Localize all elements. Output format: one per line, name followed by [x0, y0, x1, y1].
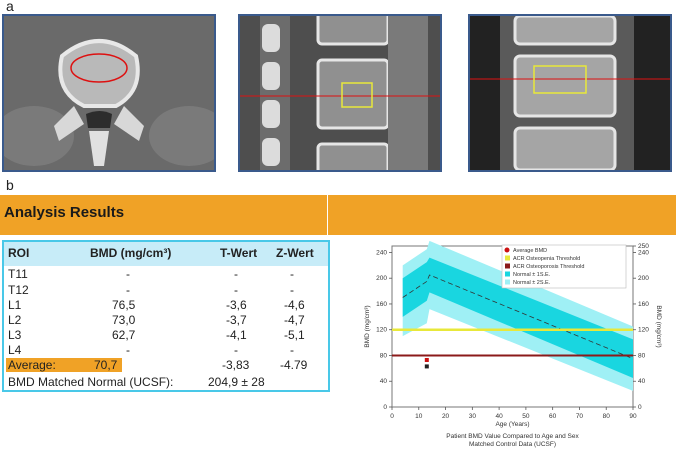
legend-swatch [504, 247, 510, 253]
average-label: Average: [8, 358, 56, 372]
table-row: L4 - - - [4, 343, 328, 358]
x-axis-label: Age (Years) [495, 421, 529, 428]
row-t: -3,7 [226, 313, 247, 327]
y-tick-label-right: 120 [638, 327, 649, 334]
matched-normal-value: 204,9 ± 28 [208, 375, 265, 389]
table-row: L2 73,0 -3,7 -4,7 [4, 313, 328, 328]
legend-label: ACR Osteopenia Threshold [513, 256, 580, 262]
patient-bmd-point [424, 357, 429, 362]
x-tick-label: 70 [576, 413, 584, 420]
header-roi: ROI [8, 246, 30, 260]
row-z: - [290, 343, 294, 357]
legend-swatch [505, 263, 510, 269]
row-roi: T12 [8, 283, 29, 297]
row-bmd: 73,0 [112, 313, 136, 327]
matched-normal-label: BMD Matched Normal (UCSF): [8, 375, 174, 389]
row-t: - [234, 267, 238, 281]
row-z: - [290, 283, 294, 297]
patient-bmd-point [424, 364, 429, 369]
bmd-age-chart: 0 10 20 30 40 50 60 70 80 90 0 40 80 120 160 200 240 0 40 8… [357, 237, 667, 449]
row-t: -3,6 [226, 298, 247, 312]
y-tick-label-right: 0 [638, 404, 642, 411]
average-z: -4.79 [280, 358, 308, 372]
average-bmd: 70,7 [94, 358, 118, 372]
x-tick-label: 90 [629, 413, 637, 420]
header-bmd: BMD (mg/cm³) [90, 246, 172, 260]
legend-swatch [505, 271, 510, 277]
row-z: - [290, 267, 294, 281]
y-tick-label: 120 [376, 327, 387, 334]
x-tick-label: 10 [415, 413, 423, 420]
legend-swatch [505, 279, 510, 285]
y-tick-label: 40 [380, 378, 388, 385]
panel-label-b: b [6, 177, 14, 193]
x-tick-label: 30 [469, 413, 477, 420]
row-bmd: - [126, 343, 130, 357]
x-tick-label: 50 [522, 413, 530, 420]
row-roi: L2 [8, 313, 22, 327]
chart-caption-line2: Matched Control Data (UCSF) [469, 441, 556, 448]
y-tick-label: 160 [376, 301, 387, 308]
y-axis-label-right: BMD (mg/cm³) [655, 305, 662, 347]
row-t: - [234, 343, 238, 357]
normal-1se-band [402, 257, 633, 379]
x-tick-label: 20 [442, 413, 450, 420]
row-bmd: 62,7 [112, 328, 136, 342]
table-row: T11 - - - [4, 267, 328, 282]
header-z-wert: Z-Wert [276, 246, 314, 260]
analysis-results-banner: Analysis Results [0, 195, 676, 235]
table-row: L1 76,5 -3,6 -4,6 [4, 298, 328, 313]
row-roi: L1 [8, 298, 22, 312]
y-tick-label: 200 [376, 275, 387, 282]
y-tick-label: 240 [376, 249, 387, 256]
row-z: -4,6 [284, 298, 305, 312]
y-axis-label: BMD (mg/cm³) [364, 305, 371, 347]
y-tick-label-right: 80 [638, 352, 646, 359]
average-row: Average: 70,7 -3,83 -4.79 [4, 358, 328, 373]
average-highlight [6, 358, 122, 372]
y-tick-label-right: 240 [638, 249, 649, 256]
legend-label: ACR Osteoporosis Threshold [513, 264, 584, 270]
y-tick-label-right: 250 [638, 243, 649, 250]
row-roi: L3 [8, 328, 22, 342]
legend-swatch [505, 255, 510, 261]
row-z: -5,1 [284, 328, 305, 342]
ct-axial-image [2, 14, 216, 172]
ct-sagittal-image [238, 14, 442, 172]
normal-mean-line [402, 274, 634, 360]
ct-coronal-image [468, 14, 672, 172]
x-tick-label: 80 [603, 413, 611, 420]
legend-label: Average BMD [513, 248, 547, 254]
row-roi: L4 [8, 343, 22, 357]
y-tick-label-right: 40 [638, 378, 646, 385]
y-tick-label: 80 [380, 352, 388, 359]
banner-title: Analysis Results [4, 204, 125, 221]
chart-svg: 0 10 20 30 40 50 60 70 80 90040801201602002400408… [364, 240, 662, 448]
legend-label: Normal ± 1S.E. [513, 272, 551, 278]
chart-caption-line1: Patient BMD Value Compared to Age and Se… [446, 433, 579, 440]
x-tick-label: 60 [549, 413, 557, 420]
table-header-row: ROI BMD (mg/cm³) T-Wert Z-Wert [4, 242, 328, 266]
x-tick-label: 40 [495, 413, 503, 420]
legend-label: Normal ± 2S.E. [513, 280, 551, 286]
table-row: L3 62,7 -4,1 -5,1 [4, 328, 328, 343]
table-row: T12 - - - [4, 283, 328, 298]
y-tick-label: 0 [383, 404, 387, 411]
row-bmd: 76,5 [112, 298, 136, 312]
row-t: - [234, 283, 238, 297]
row-bmd: - [126, 283, 130, 297]
average-t: -3,83 [222, 358, 250, 372]
y-tick-label-right: 200 [638, 275, 649, 282]
matched-normal-row: BMD Matched Normal (UCSF): 204,9 ± 28 [4, 375, 328, 390]
row-z: -4,7 [284, 313, 305, 327]
y-tick-label-right: 160 [638, 301, 649, 308]
x-tick-label: 0 [390, 413, 394, 420]
results-table: ROI BMD (mg/cm³) T-Wert Z-Wert T11 - - -… [2, 240, 330, 392]
row-roi: T11 [8, 267, 28, 281]
panel-label-a: a [6, 0, 14, 14]
row-t: -4,1 [226, 328, 247, 342]
row-bmd: - [126, 267, 130, 281]
legend-box [501, 244, 627, 289]
header-t-wert: T-Wert [220, 246, 258, 260]
